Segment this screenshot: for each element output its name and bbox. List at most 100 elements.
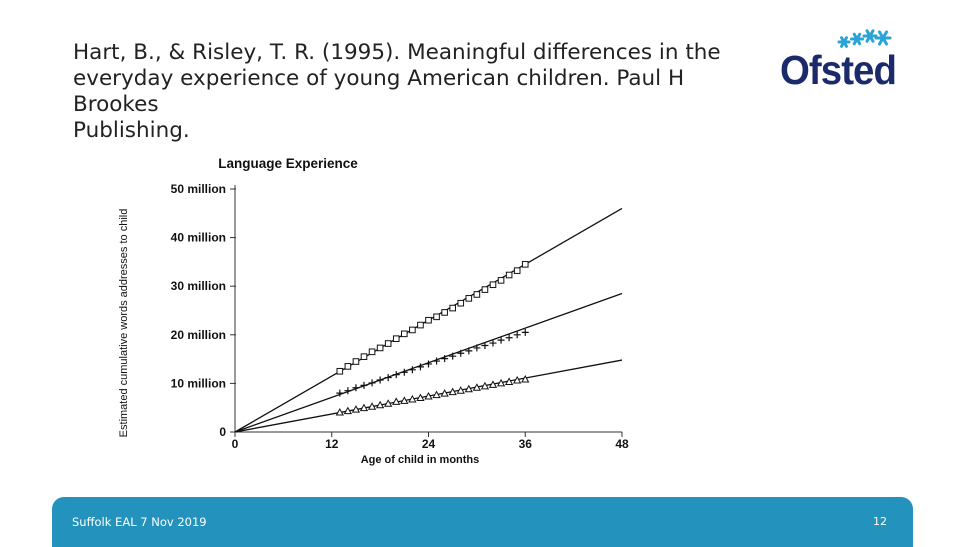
data-point-welfare (496, 378, 506, 387)
y-tick-label: 30 million (171, 279, 226, 293)
data-point-working-class (360, 381, 368, 389)
data-point-welfare (432, 390, 441, 399)
y-tick-label: 10 million (171, 376, 226, 390)
data-point-welfare (448, 387, 457, 396)
data-point-working-class (497, 336, 505, 344)
data-point-professional (344, 363, 352, 370)
data-point-working-class (433, 357, 441, 365)
y-tick-label: 40 million (171, 231, 226, 245)
data-point-professional (352, 358, 360, 365)
data-point-professional (384, 340, 392, 347)
data-point-working-class (416, 363, 424, 371)
x-tick-label: 36 (519, 437, 533, 451)
data-point-working-class (352, 384, 360, 392)
data-point-working-class (368, 379, 376, 387)
data-point-working-class (441, 355, 449, 363)
data-point-professional (481, 286, 489, 293)
data-point-working-class (457, 349, 465, 357)
citation-line: Publishing. (73, 118, 190, 143)
data-point-working-class (408, 366, 416, 374)
citation-line: Hart, B., & Risley, T. R. (1995). Meanin… (73, 40, 721, 65)
x-axis-label: Age of child in months (361, 454, 480, 466)
data-point-welfare (384, 399, 393, 407)
logo-stars (837, 29, 892, 48)
logo-star-icon (837, 36, 851, 48)
data-point-professional (441, 309, 448, 316)
data-point-working-class (384, 374, 392, 382)
data-point-working-class (392, 371, 400, 379)
data-point-working-class (465, 347, 473, 355)
data-point-welfare (416, 393, 425, 401)
data-point-professional (392, 335, 400, 342)
logo-star-icon (850, 32, 864, 46)
data-point-welfare (504, 377, 514, 385)
data-point-welfare (521, 374, 530, 383)
data-point-professional (465, 295, 473, 302)
data-point-working-class (400, 368, 408, 376)
data-point-working-class (336, 389, 344, 397)
data-point-welfare (392, 397, 401, 405)
data-point-welfare (408, 394, 417, 403)
data-point-working-class (513, 331, 521, 339)
data-point-professional (489, 281, 497, 289)
data-point-welfare (488, 380, 498, 388)
data-point-professional (401, 330, 408, 338)
footer-text: Suffolk EAL 7 Nov 2019 (72, 515, 207, 529)
data-point-professional (521, 261, 529, 268)
data-point-professional (360, 353, 368, 360)
data-point-welfare (464, 384, 473, 393)
data-point-working-class (505, 334, 513, 342)
citation-text: Hart, B., & Risley, T. R. (1995). Meanin… (73, 40, 773, 144)
data-point-professional (497, 277, 505, 284)
data-point-working-class (376, 376, 384, 384)
y-tick-label: 20 million (171, 328, 226, 342)
data-point-professional (433, 313, 440, 321)
logo-wordmark: Ofsted (780, 47, 896, 90)
data-point-welfare (335, 408, 344, 416)
data-point-professional (457, 299, 465, 307)
data-point-working-class (521, 328, 529, 336)
data-point-welfare (400, 396, 409, 404)
page-number: 12 (873, 515, 887, 528)
x-tick-label: 48 (615, 437, 629, 451)
data-point-working-class (449, 352, 457, 360)
data-point-working-class (473, 344, 481, 352)
data-point-welfare (343, 406, 353, 415)
x-tick-label: 24 (422, 437, 436, 451)
data-point-professional (417, 321, 424, 329)
logo-star-icon (874, 30, 892, 46)
x-tick-label: 12 (325, 437, 339, 451)
data-point-professional (425, 316, 432, 324)
data-point-working-class (481, 341, 489, 349)
data-point-working-class (344, 387, 352, 395)
data-point-welfare (375, 400, 385, 409)
y-axis-label: Estimated cumulative words addresses to … (118, 209, 130, 438)
ofsted-logo: Ofsted (780, 29, 897, 90)
data-point-welfare (424, 391, 433, 400)
data-point-working-class (425, 360, 432, 368)
data-point-professional (409, 326, 416, 334)
data-point-welfare (513, 375, 522, 384)
data-point-welfare (480, 381, 490, 390)
footer-bar: Suffolk EAL 7 Nov 2019 12 (52, 497, 913, 547)
y-tick-label: 50 million (171, 182, 226, 196)
data-point-welfare (472, 383, 482, 391)
data-point-welfare (359, 403, 369, 412)
data-point-welfare (351, 405, 361, 413)
data-point-professional (473, 291, 481, 298)
data-point-welfare (367, 402, 377, 410)
citation-line: everyday experience of young American ch… (73, 66, 685, 117)
chart-title: Language Experience (218, 156, 358, 171)
data-point-professional (376, 344, 384, 352)
data-point-working-class (489, 339, 497, 347)
data-point-professional (336, 367, 344, 375)
data-point-professional (505, 271, 513, 279)
y-tick-label: 0 (219, 425, 226, 439)
language-experience-chart: Language Experience Estimated cumulative… (118, 156, 629, 466)
data-point-professional (368, 348, 376, 356)
data-point-welfare (440, 389, 449, 397)
data-point-professional (513, 267, 521, 274)
x-tick-label: 0 (232, 437, 239, 451)
data-point-welfare (456, 386, 465, 394)
data-point-professional (449, 304, 456, 312)
